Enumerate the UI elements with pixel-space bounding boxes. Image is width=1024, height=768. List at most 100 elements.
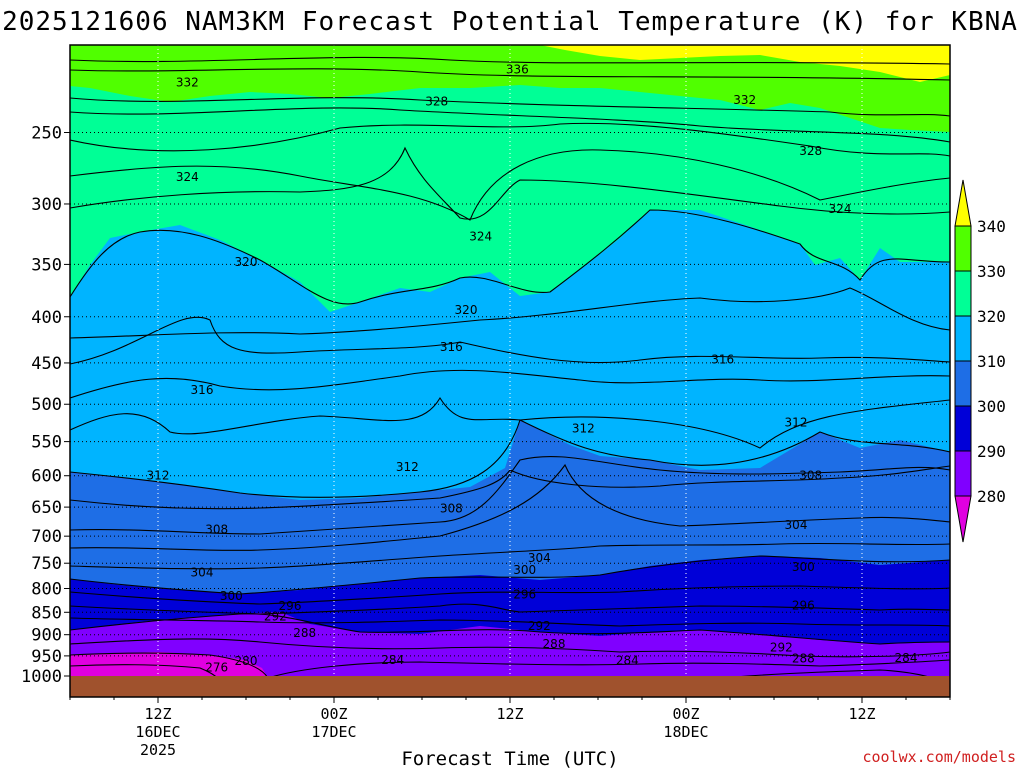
contour-label: 336 (506, 63, 529, 77)
contour-label: 316 (711, 352, 734, 366)
plot-area (70, 45, 950, 697)
y-tick-label: 750 (31, 554, 62, 574)
colorbar: 340 330 320 310 300 290 280 (954, 179, 1006, 543)
contour-line (70, 97, 950, 117)
colorbar-segment (954, 405, 972, 452)
contour-label: 320 (455, 303, 478, 317)
contour-label: 304 (528, 551, 551, 565)
contour-line (70, 149, 950, 221)
contour-label: 292 (528, 619, 551, 633)
contour-label: 320 (235, 255, 258, 269)
contour-line (70, 652, 950, 679)
ground-strip (70, 676, 950, 697)
contour-line (70, 107, 950, 143)
contour-line (70, 396, 950, 449)
band-280-290 (70, 612, 950, 697)
band-above-340 (540, 45, 950, 82)
x-tick-label: 00Z (672, 705, 699, 723)
x-tick-label: 12Z (496, 705, 523, 723)
x-tick-label: 12Z (144, 705, 171, 723)
contour-label: 288 (792, 651, 815, 665)
contour-line (70, 585, 950, 605)
contour-label: 332 (176, 75, 199, 89)
contour-label: 292 (770, 641, 793, 655)
contour-label: 312 (396, 460, 419, 474)
contour-label: 284 (895, 651, 918, 665)
x-tick-label: 18DEC (663, 723, 708, 741)
contour-label: 300 (792, 560, 815, 574)
contour-label: 312 (572, 422, 595, 436)
y-tick-label: 450 (31, 354, 62, 374)
y-tick-label: 950 (31, 647, 62, 667)
x-axis-label: Forecast Time (UTC) (401, 748, 618, 768)
colorbar-segment (954, 225, 972, 272)
y-tick-label: 350 (31, 255, 62, 275)
contour-line (70, 638, 950, 658)
contour-label: 296 (513, 587, 536, 601)
contour-label: 308 (799, 469, 822, 483)
credit-text: coolwx.com/models (862, 748, 1016, 766)
contour-line (70, 56, 950, 65)
colorbar-tick-label: 330 (977, 262, 1006, 281)
contour-label: 324 (829, 202, 852, 216)
y-tick-label: 600 (31, 467, 62, 487)
contour-label: 332 (733, 93, 756, 107)
colorbar-tick-label: 310 (977, 352, 1006, 371)
y-tick-label: 300 (31, 195, 62, 215)
y-tick-label: 1000 (21, 667, 62, 687)
y-tick-label: 800 (31, 580, 62, 600)
contour-label: 324 (176, 170, 199, 184)
contour-line (70, 316, 950, 365)
contour-line (70, 463, 950, 551)
contour-label: 316 (440, 340, 463, 354)
contour-line (70, 465, 950, 510)
grid-lines (70, 45, 950, 697)
contour-label: 284 (616, 653, 639, 667)
x-tick-label: 16DEC (135, 723, 180, 741)
contour-label: 328 (799, 144, 822, 158)
contour-line (70, 287, 950, 339)
contour-label: 292 (264, 609, 287, 623)
contour-line (70, 555, 950, 595)
contour-label: 312 (147, 469, 170, 483)
x-tick-label: 00Z (320, 705, 347, 723)
contour-labels: 336 332 332 328 328 324 324 324 320 320 316 316 316 3… (147, 63, 918, 675)
contour-label: 304 (785, 518, 808, 532)
x-tick-label: 12Z (848, 705, 875, 723)
y-tick-label: 500 (31, 395, 62, 415)
contour-line (70, 68, 950, 81)
contour-label: 304 (191, 566, 214, 580)
band-320-330 (70, 45, 950, 312)
contour-line (70, 369, 950, 399)
colorbar-arrow-bottom (954, 495, 972, 543)
colorbar-tick-label: 320 (977, 307, 1006, 326)
colorbar-tick-label: 340 (977, 217, 1006, 236)
contour-line (70, 455, 950, 535)
contour-label: 324 (469, 230, 492, 244)
contour-label: 288 (293, 626, 316, 640)
colorbar-arrow-top (954, 179, 972, 227)
x-tick-label: 2025 (140, 741, 176, 759)
y-tick-label: 850 (31, 603, 62, 623)
contour-label: 312 (785, 416, 808, 430)
contour-label: 296 (792, 598, 815, 612)
contour-label: 288 (543, 637, 566, 651)
colorbar-segment (954, 315, 972, 362)
contour-label: 284 (381, 653, 404, 667)
y-tick-label: 900 (31, 626, 62, 646)
contour-line (70, 419, 950, 498)
y-tick-label: 700 (31, 527, 62, 547)
contour-line (70, 146, 950, 220)
contour-label: 280 (235, 654, 258, 668)
colorbar-segment (954, 450, 972, 497)
y-tick-label: 250 (31, 123, 62, 143)
y-tick-label: 400 (31, 308, 62, 328)
contour-label: 316 (191, 383, 214, 397)
contour-label: 308 (205, 522, 228, 536)
colorbar-tick-label: 300 (977, 397, 1006, 416)
contour-label: 308 (440, 501, 463, 515)
contour-label: 328 (425, 94, 448, 108)
colorbar-segment (954, 360, 972, 407)
